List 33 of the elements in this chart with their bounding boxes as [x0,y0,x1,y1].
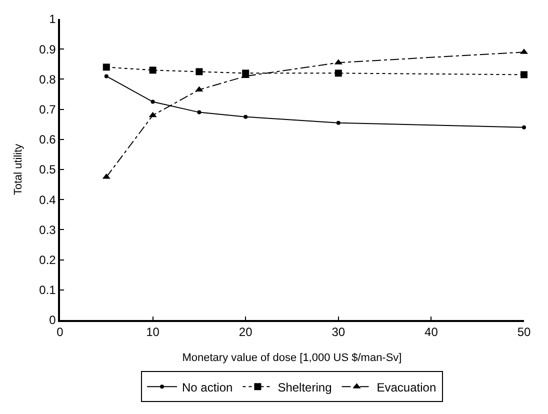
y-tick-label: 0.1 [39,283,56,298]
x-tick-label: 20 [238,325,253,340]
y-tick-label: 0.5 [39,162,56,177]
point [244,114,248,119]
y-tick-label: 0.7 [39,102,56,116]
x-tick-label: 10 [146,325,160,340]
point [197,110,202,114]
y-tick-label: 0.2 [39,253,56,267]
point [150,100,155,104]
point [520,71,528,78]
x-tick-label: 40 [424,325,438,340]
y-tick-label: 0.8 [39,72,56,86]
x-tick-label: 50 [517,325,531,340]
point [148,112,157,118]
y-tick-label: 0 [49,313,56,328]
point [104,74,108,78]
point [102,64,110,71]
x-tick-label: 30 [332,325,346,340]
point [522,125,526,130]
y-tick-label: 0.6 [39,132,56,147]
legend-label: Sheltering [278,380,332,394]
point [196,68,203,76]
x-axis-title: Monetary value of dose [1,000 US $/man-Sv] [182,352,402,364]
legend-label: No action [182,380,233,394]
y-tick-label: 1 [49,12,56,26]
point [336,120,340,125]
y-axis-title: Total utility [12,143,24,196]
y-tick-label: 0.3 [39,222,56,237]
legend-label: Evacuation [376,380,436,394]
point [334,70,342,77]
point [149,66,156,74]
y-tick-label: 0.9 [39,42,56,56]
y-tick-label: 0.4 [39,192,56,207]
